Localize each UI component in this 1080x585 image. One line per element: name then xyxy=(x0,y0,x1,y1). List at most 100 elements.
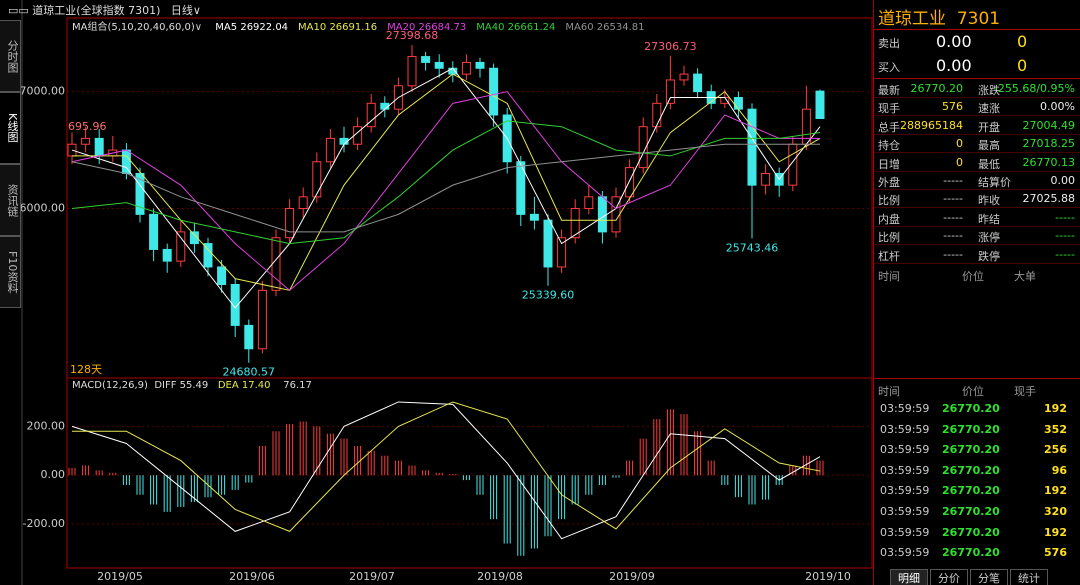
candle-body xyxy=(543,219,553,268)
quote-row: 比例 ----- 涨停 ----- xyxy=(874,226,1080,246)
x-tick-label: 2019/08 xyxy=(477,570,523,583)
quote-row: 最新 26770.20 涨跌 -255.68/0.95% xyxy=(874,79,1080,98)
candle-body xyxy=(67,143,77,157)
ma-line xyxy=(71,91,820,291)
candle-body xyxy=(257,289,267,350)
candle-body xyxy=(693,73,703,93)
quote-row: 比例 ----- 昨收 27025.88 xyxy=(874,189,1080,209)
candle-body xyxy=(638,126,648,169)
quote-value: ----- xyxy=(943,192,963,206)
ma-line xyxy=(71,120,821,245)
macd-panel xyxy=(66,377,873,569)
quote-value: ----- xyxy=(943,174,963,187)
quote-value: 26770.20 xyxy=(910,82,964,95)
quote-value: ----- xyxy=(1055,210,1075,224)
candle-body xyxy=(529,213,539,221)
y-tick-label: 200.00 xyxy=(27,419,66,432)
quote-row: 现手 576 速涨 0.00% xyxy=(874,97,1080,117)
candle-body xyxy=(271,237,281,291)
quote-label: 持仓 xyxy=(878,139,900,153)
macd-line xyxy=(71,401,821,540)
price-annotation: 25339.60 xyxy=(522,289,575,302)
quote-label: 涨停 xyxy=(978,231,1000,245)
candle-body xyxy=(665,79,675,104)
header: ▭▭ 道琼工业(全球指数 7301) 日线∨ xyxy=(8,4,201,17)
ma-legend-title[interactable]: MA组合(5,10,20,40,60,0) xyxy=(72,22,195,33)
quote-value: 288965184 xyxy=(900,118,963,132)
column-header: 时间 xyxy=(878,270,900,283)
price-annotation: 25743.46 xyxy=(726,242,779,255)
quote-label: 杠杆 xyxy=(878,249,900,263)
dea-label: DEA xyxy=(217,380,239,391)
y-tick-label: 27000.00 xyxy=(13,85,66,98)
candle-body xyxy=(516,161,526,215)
sidebar-tab[interactable]: 资讯链 xyxy=(0,164,21,236)
candle-body xyxy=(366,102,376,128)
quote-value: 27018.25 xyxy=(1022,137,1076,151)
tick-price: 26770.20 xyxy=(942,505,1000,518)
price-annotation: 27306.73 xyxy=(644,40,697,53)
quote-label: 比例 xyxy=(878,231,900,245)
ma-name: MA10 xyxy=(298,22,327,33)
ma-value: 26684.73 xyxy=(418,22,467,33)
sidebar-tab[interactable]: 分时图 xyxy=(0,20,21,92)
instrument[interactable]: 道琼工业(全球指数 7301) xyxy=(32,4,161,17)
candle-body xyxy=(94,137,104,157)
panel-tab[interactable]: 分笔 xyxy=(970,569,1008,585)
sidebar-tab[interactable]: F10资料 xyxy=(0,236,21,308)
sidebar-tab[interactable]: K线图 xyxy=(0,92,21,164)
column-header: 价位 xyxy=(962,385,984,398)
panel-tab[interactable]: 明细 xyxy=(890,569,928,585)
candle-body xyxy=(489,67,499,116)
panel-tab[interactable]: 分价 xyxy=(930,569,968,585)
ma-legend-item: MA10 26691.16 xyxy=(298,22,377,33)
quote-label: 现手 xyxy=(878,102,900,116)
tick-volume: 576 xyxy=(1044,546,1067,560)
tick-price: 26770.20 xyxy=(942,443,1000,457)
column-header: 大单 xyxy=(1014,270,1036,283)
y-tick-label: -200.00 xyxy=(23,517,65,530)
candle-body xyxy=(461,61,471,75)
candle-body xyxy=(81,137,91,145)
quote-label: 最高 xyxy=(978,139,1000,153)
x-tick-label: 2019/10 xyxy=(805,570,851,583)
quote-value: 27004.49 xyxy=(1022,118,1076,132)
tick-price: 26770.20 xyxy=(942,463,1000,477)
diff-value: 55.49 xyxy=(179,380,209,391)
tick-time: 03:59:59 xyxy=(880,546,930,560)
quote-label: 内盘 xyxy=(878,212,900,226)
quote-value: 576 xyxy=(942,100,963,114)
tick-time: 03:59:59 xyxy=(880,463,930,477)
ma-legend-item: MA40 26661.24 xyxy=(476,22,555,33)
order-volume: 0 xyxy=(1017,32,1028,51)
candle-body xyxy=(584,196,594,210)
candle-body xyxy=(325,137,335,163)
quote-value: 0.00% xyxy=(1040,100,1075,114)
candle-body xyxy=(625,167,635,198)
quote-row: 持仓 0 最高 27018.25 xyxy=(874,134,1080,154)
order-label: 卖出 xyxy=(878,37,900,50)
order-row: 买入 0.00 0 xyxy=(874,55,1080,77)
period[interactable]: 日线 xyxy=(170,4,193,17)
quote-row: 杠杆 ----- 跌停 ----- xyxy=(874,245,1080,264)
candle-body xyxy=(203,243,213,268)
price-annotation: 695.96 xyxy=(68,120,107,133)
quote-label: 最低 xyxy=(978,157,1000,171)
panel-tab[interactable]: 统计 xyxy=(1010,569,1048,585)
ma-name: MA60 xyxy=(565,22,594,33)
quote-label: 比例 xyxy=(878,194,900,208)
tick-volume: 192 xyxy=(1044,525,1067,539)
days-label: 128天 xyxy=(70,363,102,376)
ma-legend: MA组合(5,10,20,40,60,0)∨ MA5 26922.04 MA10 … xyxy=(72,22,645,33)
ma-name: MA20 xyxy=(387,22,416,33)
tick-volume: 192 xyxy=(1044,484,1067,498)
order-price: 0.00 xyxy=(936,32,972,51)
candle-body xyxy=(597,196,607,233)
tick-volume: 96 xyxy=(1051,463,1067,477)
tick-price: 26770.20 xyxy=(942,525,1000,539)
ma-name: MA5 xyxy=(215,22,238,33)
order-price: 0.00 xyxy=(936,56,972,75)
candle-body xyxy=(121,149,131,174)
candle-body xyxy=(733,96,743,110)
ma-value: 26922.04 xyxy=(240,22,289,33)
